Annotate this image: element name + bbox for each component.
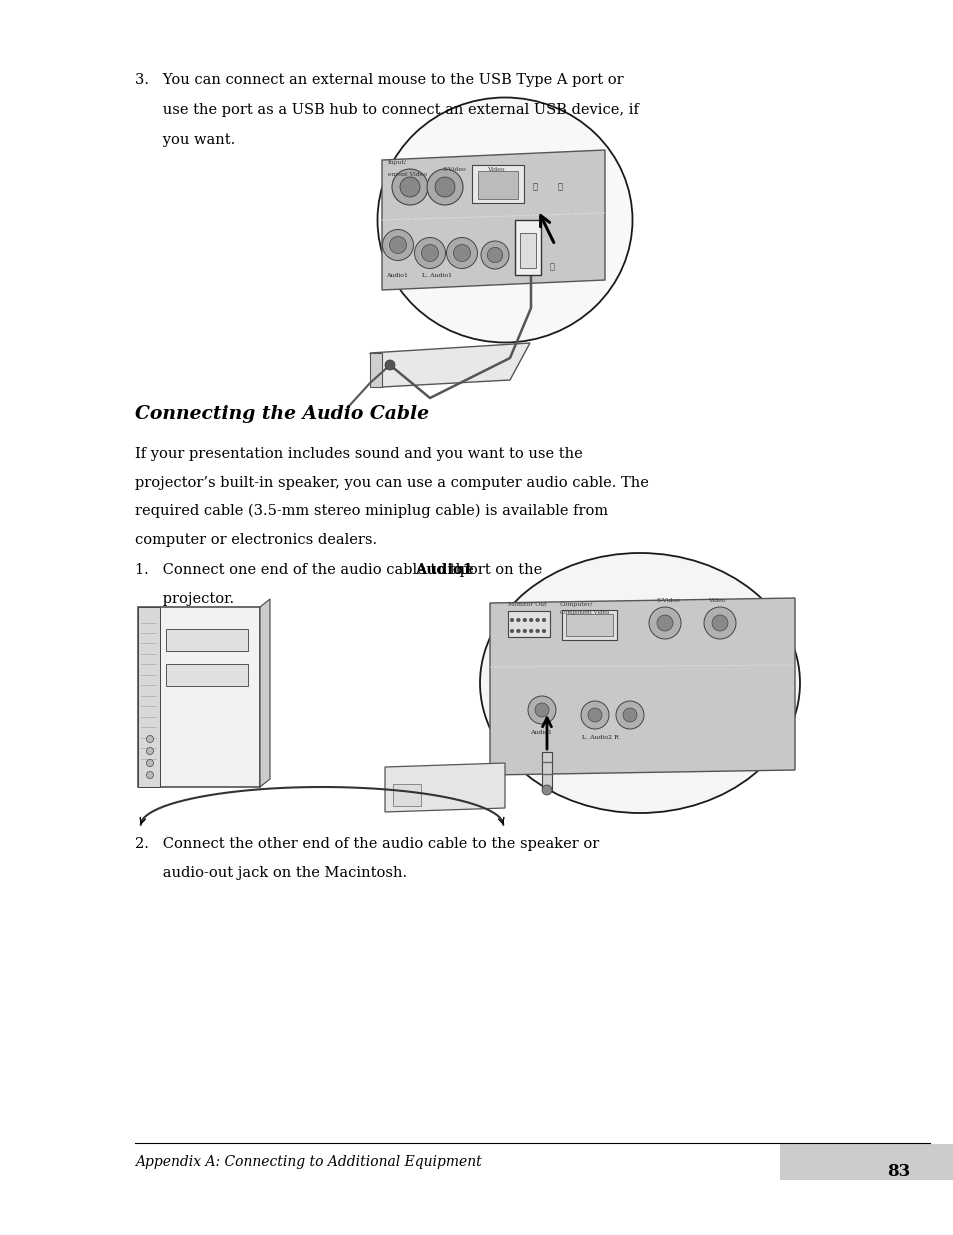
Text: required cable (3.5-mm stereo miniplug cable) is available from: required cable (3.5-mm stereo miniplug c… — [135, 504, 607, 519]
Circle shape — [622, 708, 637, 722]
Text: ement Video: ement Video — [388, 172, 427, 177]
Text: 83: 83 — [886, 1163, 909, 1179]
Text: 2.   Connect the other end of the audio cable to the speaker or: 2. Connect the other end of the audio ca… — [135, 837, 598, 851]
Circle shape — [517, 619, 519, 621]
Circle shape — [541, 629, 545, 632]
Text: Video: Video — [707, 598, 725, 603]
Text: S-Video: S-Video — [656, 598, 679, 603]
FancyBboxPatch shape — [507, 611, 550, 637]
Circle shape — [527, 697, 556, 724]
Circle shape — [703, 606, 735, 638]
FancyBboxPatch shape — [780, 1144, 953, 1179]
Circle shape — [517, 629, 519, 632]
FancyArrowPatch shape — [542, 718, 551, 750]
Polygon shape — [260, 599, 270, 787]
Circle shape — [616, 701, 643, 729]
Text: ★: ★ — [533, 183, 537, 191]
FancyBboxPatch shape — [565, 614, 613, 636]
FancyBboxPatch shape — [519, 233, 536, 268]
Circle shape — [147, 736, 153, 742]
FancyBboxPatch shape — [472, 165, 523, 203]
Circle shape — [522, 629, 526, 632]
Text: you want.: you want. — [135, 133, 235, 147]
Text: Input/: Input/ — [388, 161, 407, 165]
Circle shape — [385, 359, 395, 370]
Circle shape — [147, 760, 153, 767]
FancyBboxPatch shape — [138, 606, 260, 787]
Polygon shape — [490, 598, 794, 776]
FancyBboxPatch shape — [561, 610, 617, 640]
Text: Component Video: Component Video — [559, 610, 609, 615]
FancyArrowPatch shape — [498, 818, 503, 824]
Circle shape — [480, 241, 509, 269]
Circle shape — [487, 247, 502, 263]
Circle shape — [453, 245, 470, 262]
Circle shape — [510, 619, 514, 621]
FancyBboxPatch shape — [370, 353, 381, 387]
Circle shape — [711, 615, 727, 631]
Text: 🔒: 🔒 — [550, 263, 555, 270]
Circle shape — [657, 615, 672, 631]
Ellipse shape — [479, 553, 800, 813]
Circle shape — [587, 708, 601, 722]
Text: L. Audio2 R: L. Audio2 R — [581, 735, 618, 740]
Polygon shape — [370, 343, 530, 387]
FancyBboxPatch shape — [166, 629, 248, 651]
Circle shape — [529, 629, 533, 632]
Circle shape — [529, 619, 533, 621]
Text: computer or electronics dealers.: computer or electronics dealers. — [135, 532, 376, 547]
Text: projector’s built-in speaker, you can use a computer audio cable. The: projector’s built-in speaker, you can us… — [135, 475, 648, 489]
Text: projector.: projector. — [135, 592, 233, 605]
FancyBboxPatch shape — [515, 220, 540, 275]
FancyBboxPatch shape — [541, 752, 552, 790]
Circle shape — [536, 629, 538, 632]
Circle shape — [580, 701, 608, 729]
Polygon shape — [385, 763, 504, 811]
Polygon shape — [381, 149, 604, 290]
Circle shape — [399, 177, 419, 198]
Text: Audio1: Audio1 — [530, 730, 552, 735]
Text: Audio1: Audio1 — [386, 273, 408, 278]
Text: Video: Video — [486, 167, 504, 172]
Text: If your presentation includes sound and you want to use the: If your presentation includes sound and … — [135, 447, 582, 461]
Circle shape — [648, 606, 680, 638]
Circle shape — [535, 703, 548, 718]
Text: ★: ★ — [558, 183, 562, 191]
Text: use the port as a USB hub to connect an external USB device, if: use the port as a USB hub to connect an … — [135, 103, 639, 117]
Circle shape — [147, 747, 153, 755]
Text: Monitor Out: Monitor Out — [507, 601, 546, 606]
Circle shape — [435, 177, 455, 198]
Circle shape — [382, 230, 413, 261]
Text: 1.   Connect one end of the audio cable to the: 1. Connect one end of the audio cable to… — [135, 563, 477, 577]
Circle shape — [414, 237, 445, 268]
Text: audio-out jack on the Macintosh.: audio-out jack on the Macintosh. — [135, 866, 407, 879]
Circle shape — [389, 236, 406, 253]
FancyBboxPatch shape — [477, 170, 517, 199]
Circle shape — [541, 785, 552, 795]
Text: S-Video: S-Video — [441, 167, 465, 172]
Text: Connecting the Audio Cable: Connecting the Audio Cable — [135, 405, 429, 424]
Circle shape — [446, 237, 477, 268]
FancyBboxPatch shape — [138, 606, 160, 787]
Text: L. Audio1: L. Audio1 — [421, 273, 452, 278]
Text: Computer/: Computer/ — [559, 601, 593, 606]
Circle shape — [427, 169, 462, 205]
Circle shape — [421, 245, 438, 262]
Ellipse shape — [377, 98, 632, 342]
Text: port on the: port on the — [455, 563, 542, 577]
Text: Appendix A: Connecting to Additional Equipment: Appendix A: Connecting to Additional Equ… — [135, 1155, 481, 1170]
Circle shape — [522, 619, 526, 621]
Circle shape — [392, 169, 428, 205]
FancyArrowPatch shape — [540, 216, 553, 242]
FancyBboxPatch shape — [393, 784, 420, 806]
FancyBboxPatch shape — [166, 664, 248, 685]
Text: 3.   You can connect an external mouse to the USB Type A port or: 3. You can connect an external mouse to … — [135, 73, 623, 86]
Circle shape — [147, 772, 153, 778]
FancyArrowPatch shape — [140, 818, 145, 824]
Circle shape — [541, 619, 545, 621]
Text: Audio1: Audio1 — [415, 563, 472, 577]
Circle shape — [510, 629, 514, 632]
Circle shape — [536, 619, 538, 621]
